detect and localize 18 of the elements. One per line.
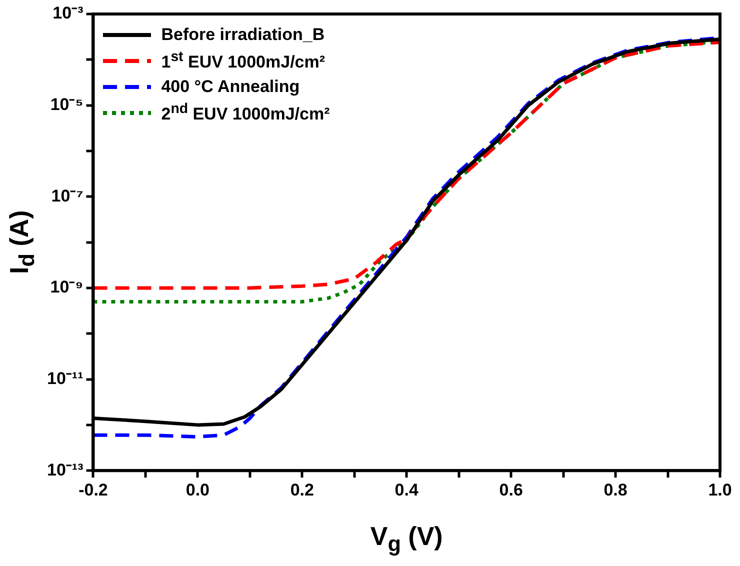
x-tick-label: 0.8 <box>604 480 628 500</box>
y-tick-label: 10⁻⁷ <box>51 186 84 206</box>
y-tick-label: 10⁻⁵ <box>50 95 84 114</box>
legend-label: 2$^{nd}$ EUV 1000mJ/cm² <box>161 101 330 125</box>
x-tick-label: 0.4 <box>394 480 419 500</box>
x-tick-label: 0.0 <box>186 480 210 500</box>
legend-label: 400 °C Annealing <box>161 77 300 97</box>
x-tick-label: 0.2 <box>290 480 314 500</box>
x-tick-label: 1.0 <box>708 480 732 500</box>
x-tick-label: -0.2 <box>78 480 108 500</box>
legend-label: 1$^{st}$ EUV 1000mJ/cm² <box>161 49 326 73</box>
y-tick-label: 10⁻¹³ <box>46 460 84 480</box>
x-tick-label: 0.6 <box>499 480 523 500</box>
y-tick-label: 10⁻³ <box>52 4 84 23</box>
x-axis-title: V$_{g}$ (V) <box>370 520 443 557</box>
y-tick-label: 10⁻⁹ <box>50 278 84 297</box>
legend-label: Before irradiation_B <box>161 25 325 45</box>
y-tick-label: 10⁻¹¹ <box>46 368 84 388</box>
